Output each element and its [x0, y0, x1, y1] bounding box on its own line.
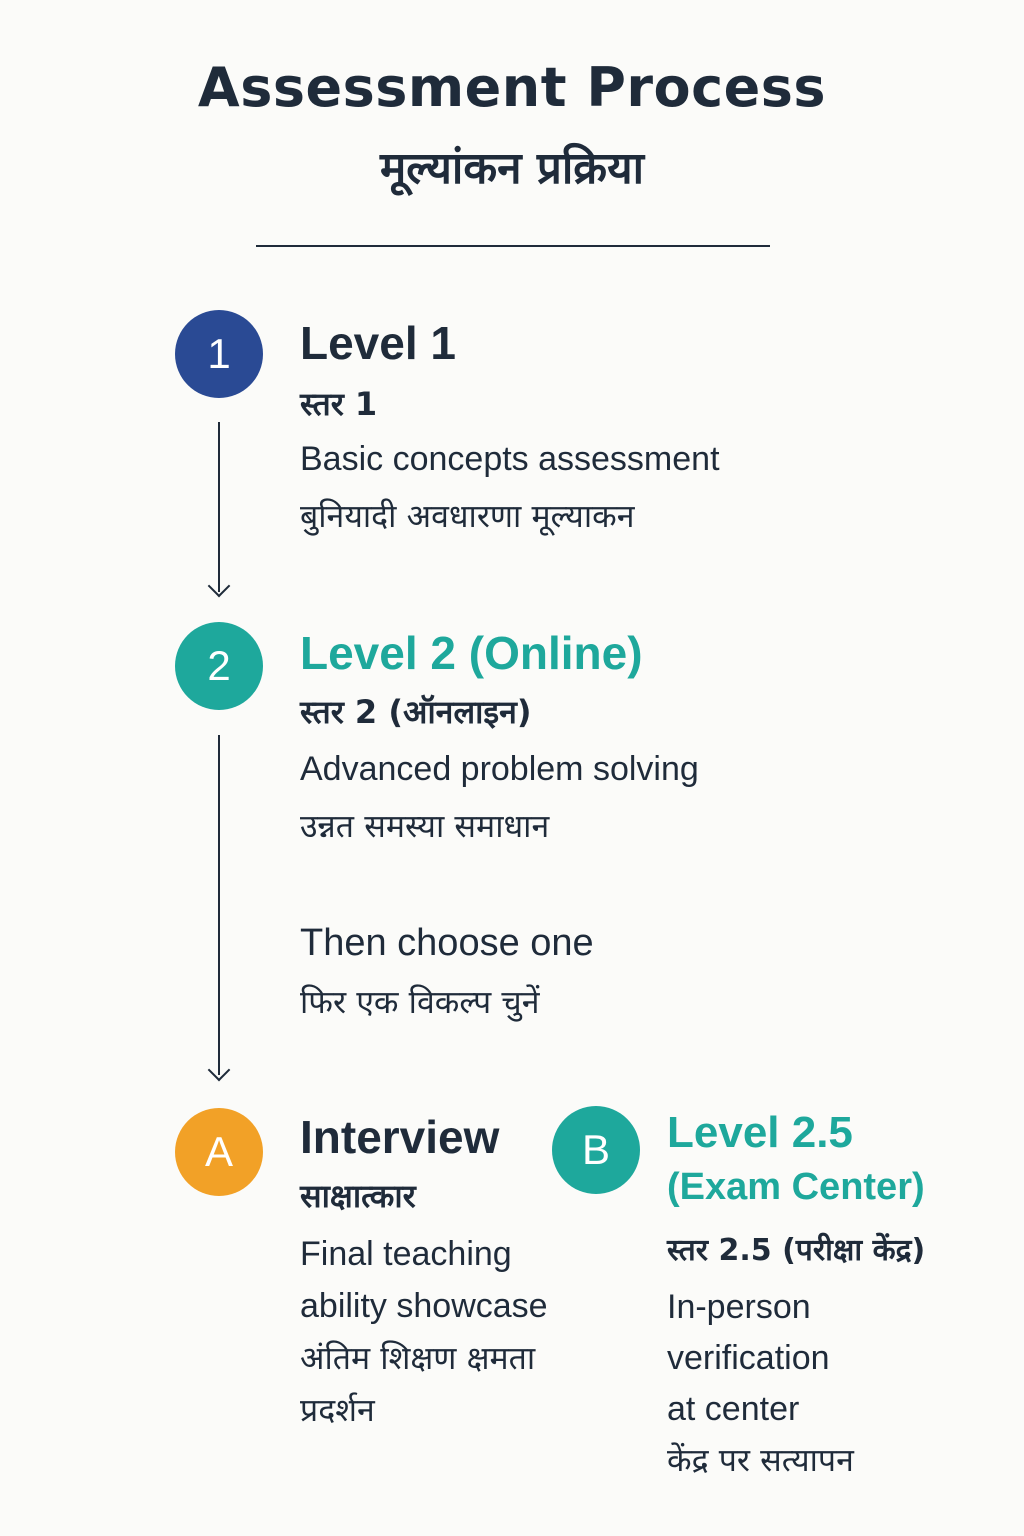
step-2-badge: 2: [175, 622, 263, 710]
step-1-description-hindi: बुनियादी अवधारणा मूल्याकन: [300, 494, 634, 537]
connector-line-1: [218, 422, 220, 592]
option-a-title-hindi: साक्षात्कार: [300, 1174, 416, 1217]
connector-line-2: [218, 735, 220, 1075]
option-a-title: Interview: [300, 1110, 499, 1164]
step-1-description: Basic concepts assessment: [300, 440, 720, 479]
option-a-description-line: Final teaching: [300, 1228, 548, 1280]
arrow-down-icon: [208, 1059, 231, 1082]
choice-label: Then choose one: [300, 922, 594, 965]
option-a-description-hindi-line: अंतिम शिक्षण क्षमता: [300, 1332, 548, 1384]
step-2-description-hindi: उन्नत समस्या समाधान: [300, 804, 549, 847]
step-1-title-hindi: स्तर 1: [300, 382, 377, 425]
page-title: Assessment Process: [0, 56, 1024, 119]
arrow-down-icon: [208, 575, 231, 598]
step-1-badge-number: 1: [207, 330, 230, 378]
step-2-description: Advanced problem solving: [300, 750, 699, 789]
step-2-title: Level 2 (Online): [300, 626, 643, 680]
page-subtitle-hindi: मूल्यांकन प्रक्रिया: [0, 136, 1024, 196]
step-1-title: Level 1: [300, 316, 456, 370]
step-2-badge-number: 2: [207, 642, 230, 690]
choice-label-hindi: फिर एक विकल्प चुनें: [300, 980, 539, 1023]
option-a-description-hindi-line: प्रदर्शन: [300, 1384, 548, 1436]
option-b-title-line-2: (Exam Center): [667, 1166, 925, 1209]
option-b-badge: B: [552, 1106, 640, 1194]
option-b-title-hindi: स्तर 2.5 (परीक्षा केंद्र): [667, 1228, 925, 1269]
option-a-badge: A: [175, 1108, 263, 1196]
option-b-description-line: at center: [667, 1384, 854, 1435]
option-b-description-line: verification: [667, 1333, 854, 1384]
option-a-badge-letter: A: [205, 1128, 233, 1176]
step-2-title-hindi: स्तर 2 (ऑनलाइन): [300, 690, 532, 733]
option-a-description-line: ability showcase: [300, 1280, 548, 1332]
option-b-description-hindi: केंद्र पर सत्यापन: [667, 1435, 854, 1486]
option-b-badge-letter: B: [582, 1126, 610, 1174]
option-b-description-line: In-person: [667, 1282, 854, 1333]
option-b-description: In-person verification at center केंद्र …: [667, 1282, 854, 1486]
option-a-description: Final teaching ability showcase अंतिम शि…: [300, 1228, 548, 1436]
option-b-title: Level 2.5: [667, 1108, 853, 1158]
step-1-badge: 1: [175, 310, 263, 398]
header-divider: [256, 245, 770, 247]
